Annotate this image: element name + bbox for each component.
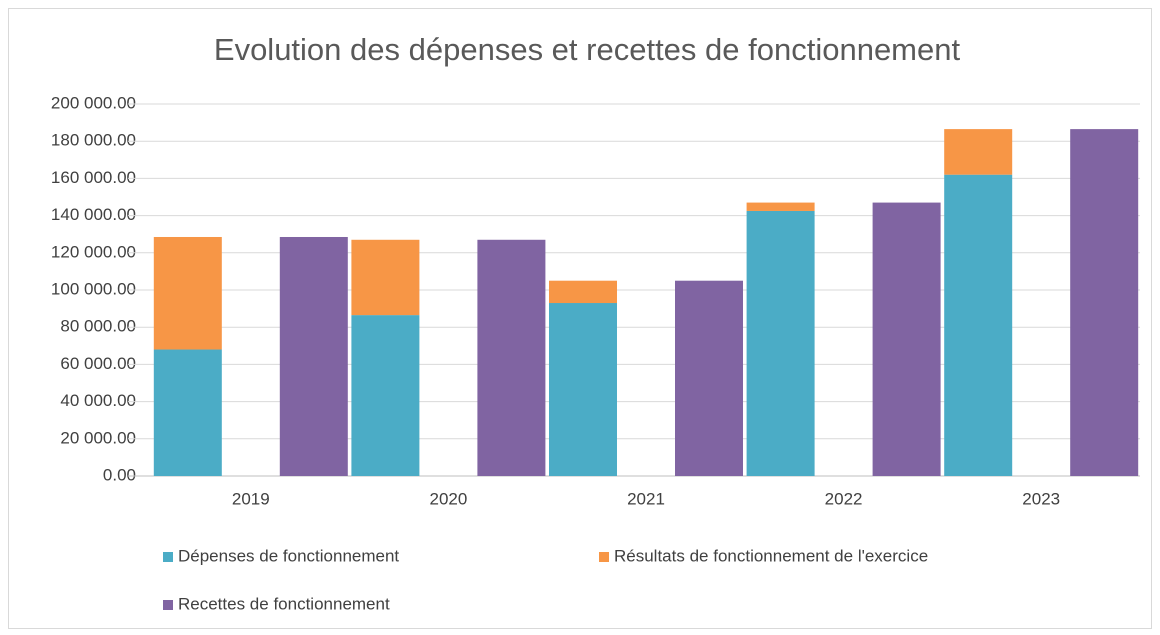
legend-swatch (163, 552, 173, 562)
y-tick-label: 20 000.00 (60, 428, 136, 447)
y-tick-label: 180 000.00 (51, 131, 136, 150)
bar (1070, 129, 1139, 477)
bar (549, 280, 617, 304)
y-tick-label: 60 000.00 (60, 354, 136, 373)
bar (153, 349, 222, 476)
bar (944, 129, 1013, 175)
bar (675, 280, 743, 476)
bar (351, 239, 420, 316)
bar (944, 174, 1013, 476)
x-tick-label: 2022 (825, 489, 863, 508)
legend-swatch (599, 552, 609, 562)
x-tick-label: 2021 (627, 489, 665, 508)
legend-label: Recettes de fonctionnement (178, 594, 390, 613)
y-tick-label: 140 000.00 (51, 205, 136, 224)
chart-title: Evolution des dépenses et recettes de fo… (214, 32, 961, 67)
bar (549, 303, 617, 476)
y-tick-label: 80 000.00 (60, 317, 136, 336)
x-tick-label: 2020 (429, 489, 467, 508)
y-tick-label: 200 000.00 (51, 93, 136, 112)
bar (279, 236, 348, 476)
bar (746, 202, 815, 211)
bar (153, 236, 222, 350)
legend-label: Résultats de fonctionnement de l'exercic… (614, 546, 928, 565)
y-tick-label: 40 000.00 (60, 391, 136, 410)
legend-swatch (163, 600, 173, 610)
legend-label: Dépenses de fonctionnement (178, 546, 399, 565)
y-tick-label: 100 000.00 (51, 279, 136, 298)
y-tick-label: 160 000.00 (51, 168, 136, 187)
bar (746, 210, 815, 476)
x-tick-label: 2023 (1022, 489, 1060, 508)
y-tick-label: 120 000.00 (51, 242, 136, 261)
bar (477, 239, 546, 476)
bar (872, 202, 941, 476)
x-tick-label: 2019 (232, 489, 270, 508)
bar (351, 315, 420, 476)
y-tick-label: 0.00 (103, 465, 136, 484)
